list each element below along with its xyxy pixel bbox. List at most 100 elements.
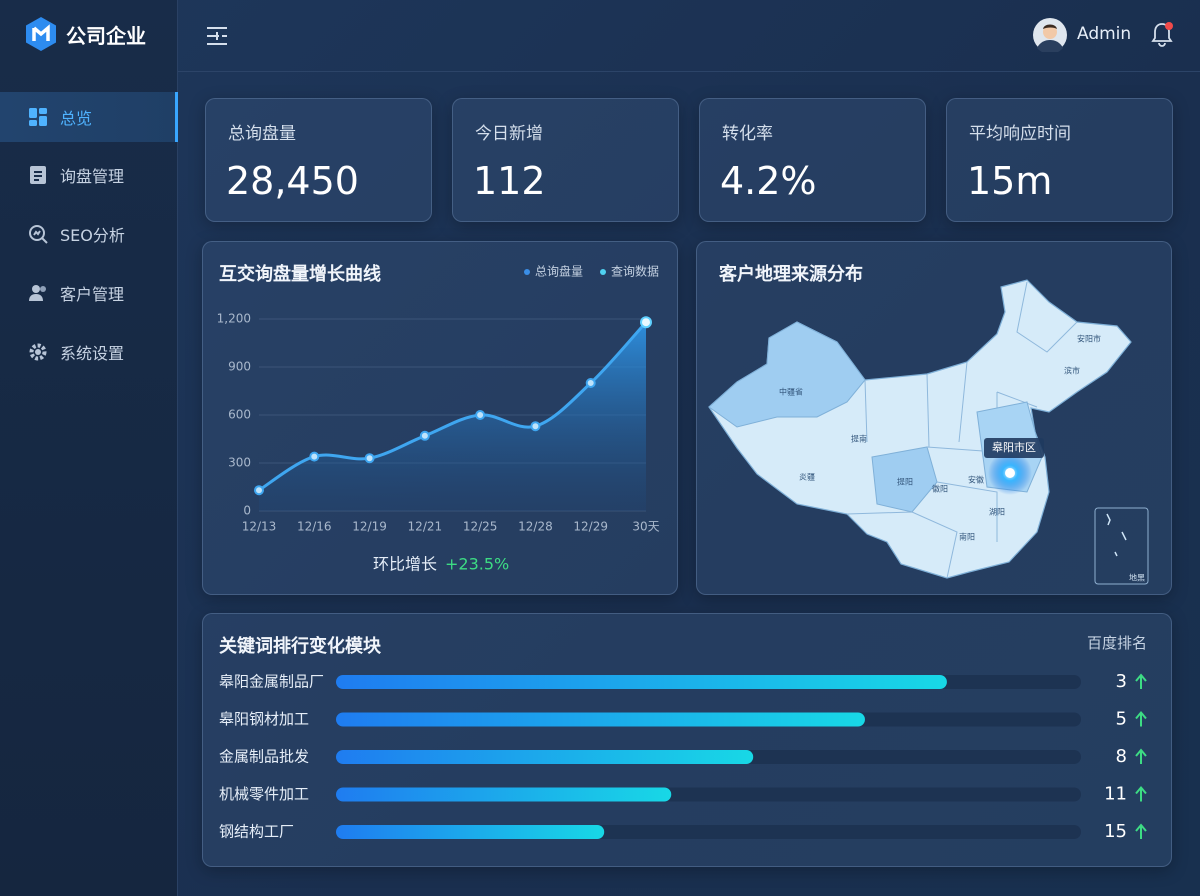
nav-label: SEO分析 [60, 226, 125, 245]
rank-up-arrow [1135, 710, 1147, 727]
region-label: 安阳市 [1077, 334, 1101, 344]
point [419, 430, 430, 441]
region-label: 提阳 [897, 477, 913, 487]
y-tick-label: 0 [243, 504, 251, 518]
nav-label: 询盘管理 [60, 167, 125, 186]
point [364, 453, 375, 464]
nav-item[interactable]: SEO分析 [0, 209, 178, 259]
map-panel: 客户地理来源分布 皋阳市区 地黑 中疆省 提南 炎疆 安阳市 滨市 安徽 提阳 徽阳 湖阳 南阳 [696, 241, 1172, 595]
bar [336, 712, 865, 727]
nav-item[interactable]: 询盘管理 [0, 150, 178, 200]
x-tick-label: 12/28 [518, 520, 553, 534]
map-shape [708, 279, 1132, 579]
rank-up-arrow [1135, 823, 1147, 839]
region-label: 炎疆 [799, 473, 815, 482]
region-label: 湖阳 [989, 508, 1005, 517]
footer-value: +23.5% [445, 555, 509, 574]
keyword-bars: 皋阳金属制品厂 3 皋阳钢材加工 5 金属制品批发 8 机械零件加工 11 钢结构工厂 15 [219, 671, 1147, 842]
legend-marker [524, 269, 530, 275]
logo [26, 17, 56, 51]
icon [29, 108, 47, 126]
brand-name: 公司企业 [66, 23, 146, 48]
stat-label: 转化率 [722, 124, 773, 144]
x-tick-label: 12/19 [352, 520, 387, 534]
keyword-name: 机械零件加工 [219, 785, 309, 803]
stat-label: 平均响应时间 [969, 124, 1071, 144]
icon [29, 343, 47, 361]
point [585, 378, 596, 388]
bar [336, 675, 947, 689]
x-tick-label: 12/21 [408, 520, 443, 534]
region-label: 滨市 [1064, 366, 1080, 376]
notification-bell[interactable] [1150, 20, 1174, 48]
x-tick-label: 12/25 [463, 520, 498, 534]
avatar[interactable] [1033, 18, 1067, 52]
stat-value: 28,450 [226, 159, 359, 203]
icon [29, 285, 46, 301]
stat-value: 4.2% [720, 159, 817, 203]
nav-item[interactable]: 总览 [0, 92, 178, 142]
y-tick-label: 600 [228, 408, 251, 422]
region-label: 南阳 [959, 532, 975, 542]
rank-up-arrow [1135, 785, 1147, 802]
bar [336, 787, 672, 802]
icon [30, 166, 46, 184]
region-label: 提南 [851, 434, 867, 444]
point [640, 316, 652, 329]
stat-value: 15m [967, 159, 1053, 203]
rank-header: 百度排名 [1086, 634, 1147, 652]
stat-card: 今日新增 112 [452, 98, 679, 222]
rank-value: 15 [1104, 821, 1127, 842]
nav-label: 客户管理 [60, 285, 125, 304]
area [259, 322, 646, 511]
nav-item[interactable]: 系统设置 [0, 327, 178, 377]
panel-title: 关键词排行变化模块 [219, 636, 381, 657]
nav-item[interactable]: 客户管理 [0, 268, 178, 318]
map-region [708, 321, 866, 428]
y-tick-label: 300 [228, 456, 251, 470]
top-bar: Admin [178, 0, 1200, 72]
rank-up-arrow [1135, 673, 1147, 689]
y-tick-label: 900 [228, 360, 251, 374]
keyword-name: 皋阳金属制品厂 [219, 673, 324, 691]
user-name: Admin [1077, 24, 1132, 44]
x-tick-label: 12/13 [242, 520, 277, 534]
bar [336, 750, 754, 764]
x-tick-label: 12/29 [573, 520, 608, 534]
legend-label: 总询盘量 [535, 264, 583, 279]
footer-label: 环比增长 [373, 555, 437, 574]
region-label: 徽阳 [932, 484, 948, 494]
stat-card: 总询盘量 28,450 [205, 98, 432, 222]
stat-value: 112 [473, 159, 546, 203]
x-tick-label: 30天 [632, 520, 659, 534]
inset-islands [1106, 513, 1127, 557]
region-label: 中疆省 [779, 387, 803, 397]
brand: 公司企业 [24, 16, 146, 52]
keyword-name: 皋阳钢材加工 [219, 710, 309, 728]
y-tick-label: 1,200 [217, 312, 251, 326]
nav-label: 系统设置 [60, 344, 125, 363]
legend-label: 查询数据 [611, 264, 659, 279]
keyword-name: 钢结构工厂 [219, 823, 294, 841]
keyword-panel: 关键词排行变化模块 百度排名 皋阳金属制品厂 3 皋阳钢材加工 5 金属制品批发 8 机械零… [202, 613, 1172, 867]
rank-value: 8 [1116, 746, 1127, 767]
line-chart: 总询盘量 查询数据 0 300 600 900 1,200 12/13 12/16 12/19 12… [217, 264, 660, 574]
x-tick-label: 12/16 [297, 520, 332, 534]
keyword-name: 金属制品批发 [219, 748, 309, 766]
rank-value: 11 [1104, 784, 1127, 805]
bar [336, 825, 605, 839]
inset-box [1094, 507, 1149, 585]
stat-card: 转化率 4.2% [699, 98, 926, 222]
highlight-tag [984, 438, 1044, 458]
point [254, 485, 264, 496]
nav-label: 总览 [60, 109, 93, 128]
highlight-dot [1005, 468, 1015, 478]
highlight-label: 皋阳市区 [992, 440, 1036, 454]
legend-marker [600, 269, 606, 275]
stat-label: 今日新增 [475, 124, 543, 144]
point [475, 410, 486, 420]
rank-value: 5 [1116, 709, 1127, 730]
menu-toggle[interactable] [206, 26, 228, 46]
